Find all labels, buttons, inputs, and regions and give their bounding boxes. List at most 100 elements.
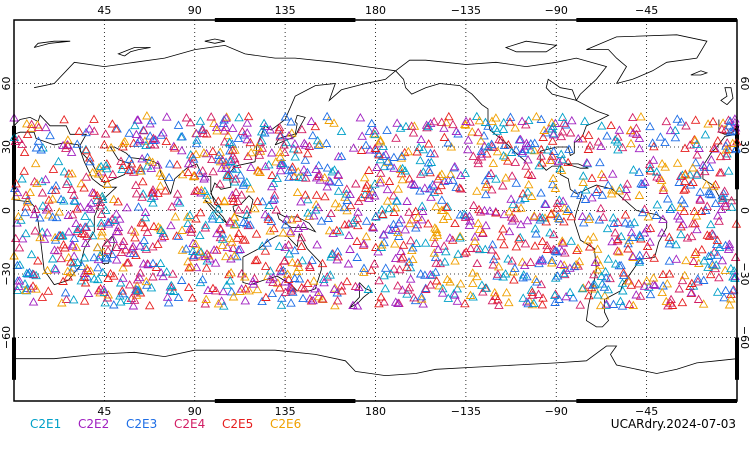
obs-point-c2e5 [460,298,470,308]
obs-point-c2e4 [714,216,724,225]
obs-point-c2e2 [248,276,258,285]
obs-point-c2e1 [99,287,110,297]
obs-point-c2e1 [265,266,276,275]
obs-point-c2e4 [693,276,703,286]
obs-point-c2e2 [692,224,702,234]
obs-point-c2e5 [149,221,159,231]
obs-point-c2e1 [397,163,408,173]
obs-point-c2e2 [418,299,428,308]
obs-point-c2e4 [279,256,290,265]
obs-point-c2e2 [280,277,290,286]
obs-point-c2e5 [688,177,698,186]
obs-point-c2e4 [148,133,159,142]
obs-point-c2e6 [592,244,603,253]
obs-point-c2e2 [209,245,219,254]
obs-point-c2e2 [148,187,158,197]
obs-point-c2e4 [557,126,568,136]
obs-point-c2e5 [337,286,347,295]
obs-point-c2e1 [602,223,613,233]
obs-point-c2e4 [430,238,440,247]
obs-point-c2e2 [437,288,448,297]
lon-tick-label-bottom: −90 [545,405,568,418]
obs-point-c2e1 [612,137,623,146]
obs-point-c2e1 [652,199,663,209]
obs-point-c2e3 [389,152,399,161]
obs-point-c2e3 [361,216,372,225]
obs-point-c2e5 [461,247,471,256]
obs-point-c2e1 [726,263,736,273]
obs-point-c2e2 [265,125,275,134]
obs-point-c2e4 [598,212,608,221]
obs-point-c2e6 [240,272,250,281]
obs-point-c2e5 [680,143,690,152]
obs-point-c2e5 [19,166,29,175]
obs-point-c2e6 [201,294,211,303]
obs-point-c2e3 [163,297,174,307]
obs-point-c2e4 [641,250,652,259]
obs-point-c2e3 [177,131,187,141]
obs-point-c2e3 [286,298,296,307]
obs-point-c2e4 [700,166,710,176]
obs-point-c2e6 [22,197,33,206]
obs-point-c2e2 [445,233,455,242]
obs-point-c2e1 [537,213,548,222]
obs-point-c2e4 [709,247,719,256]
obs-point-c2e4 [486,245,497,254]
obs-point-c2e5 [536,144,546,154]
obs-point-c2e3 [278,265,289,275]
obs-point-c2e6 [359,172,370,182]
obs-point-c2e1 [670,125,680,135]
obs-point-c2e5 [572,245,582,255]
obs-point-c2e4 [433,174,443,183]
obs-point-c2e3 [599,282,610,291]
obs-point-c2e2 [267,181,277,191]
obs-point-c2e3 [263,212,274,221]
obs-point-c2e4 [509,213,520,223]
obs-point-c2e4 [389,264,399,273]
obs-point-c2e2 [84,124,95,133]
obs-point-c2e5 [28,281,38,290]
obs-point-c2e3 [651,210,662,219]
obs-point-c2e5 [223,170,233,179]
obs-point-c2e2 [196,188,206,197]
obs-point-c2e2 [485,206,495,215]
obs-point-c2e5 [172,159,182,169]
obs-point-c2e1 [257,241,267,250]
obs-point-c2e1 [217,234,228,243]
obs-point-c2e1 [148,198,158,207]
obs-point-c2e2 [451,126,462,136]
obs-point-c2e2 [375,177,386,187]
obs-point-c2e5 [680,176,690,185]
lon-tick-label-bottom: 90 [188,405,202,418]
obs-point-c2e1 [57,231,67,240]
obs-point-c2e4 [692,150,702,159]
obs-point-c2e1 [580,116,590,125]
obs-point-c2e4 [229,153,240,163]
lat-tick-label-right: −60 [738,326,750,349]
obs-point-c2e2 [464,220,475,229]
obs-point-c2e3 [280,219,291,229]
obs-point-c2e6 [275,147,285,157]
obs-point-c2e5 [547,136,558,145]
obs-point-c2e2 [369,191,380,200]
coastline [117,47,151,57]
obs-point-c2e5 [511,241,522,251]
obs-point-c2e6 [96,230,107,240]
obs-point-c2e1 [22,268,32,277]
obs-point-c2e4 [10,233,21,243]
obs-point-c2e1 [423,121,434,131]
obs-point-c2e4 [350,281,361,291]
obs-point-c2e4 [142,227,153,236]
obs-point-c2e3 [706,189,716,199]
obs-point-c2e3 [424,165,434,174]
obs-point-c2e1 [138,189,148,198]
obs-point-c2e3 [385,161,396,170]
obs-point-c2e4 [612,246,623,255]
obs-point-c2e4 [202,249,212,258]
obs-point-c2e5 [311,190,322,199]
obs-point-c2e1 [257,135,267,145]
obs-point-c2e5 [296,241,307,251]
obs-point-c2e3 [103,217,113,226]
obs-point-c2e4 [375,168,386,177]
obs-point-c2e2 [402,196,412,205]
